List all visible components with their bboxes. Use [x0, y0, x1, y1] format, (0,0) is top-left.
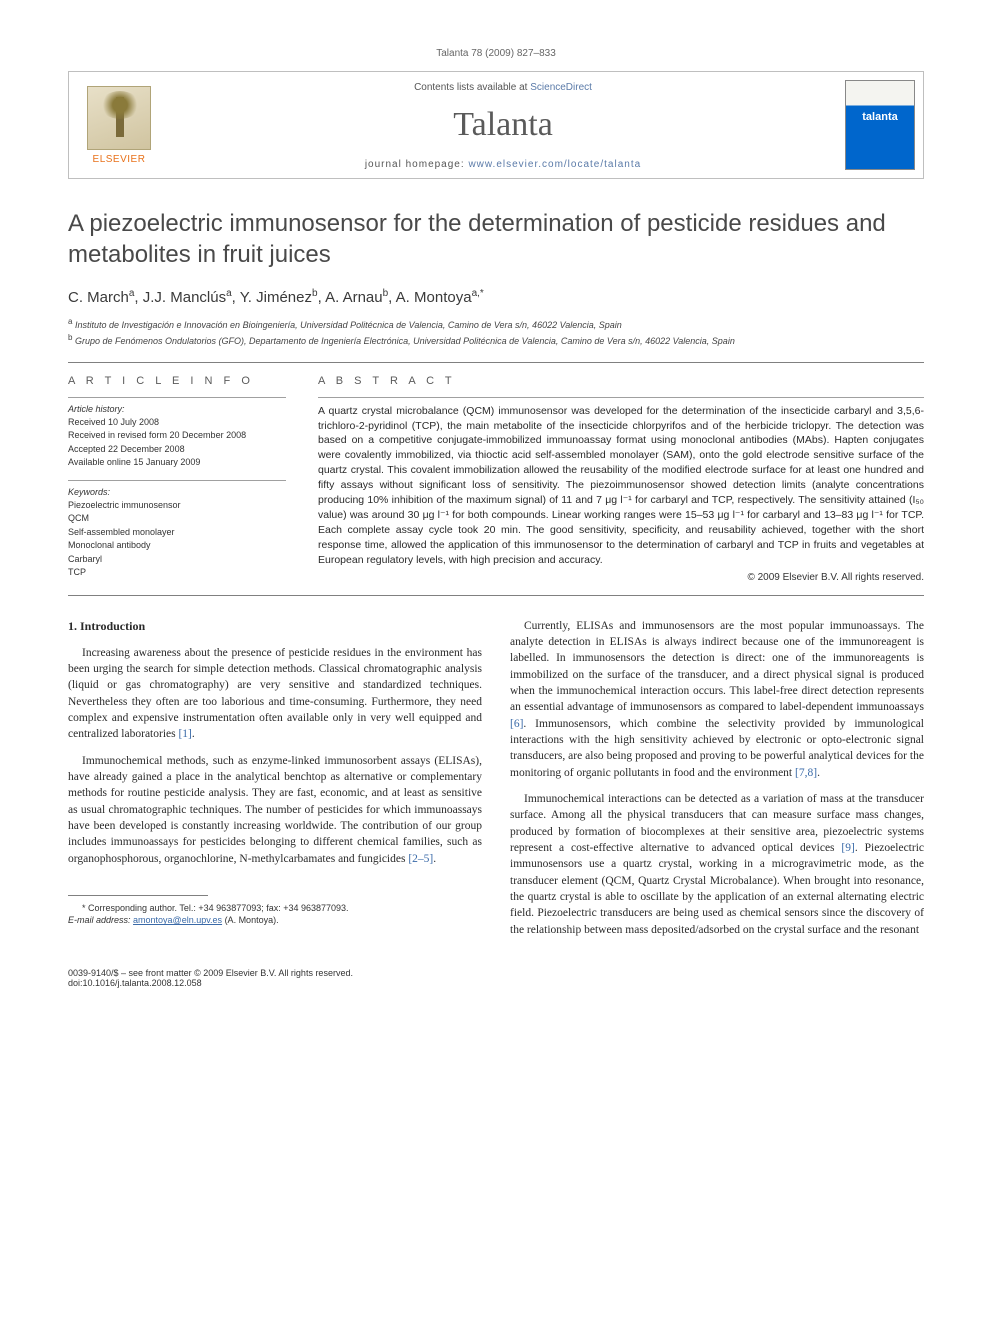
corr-line: * Corresponding author. Tel.: +34 963877… [82, 903, 349, 913]
masthead-center: Contents lists available at ScienceDirec… [169, 72, 837, 178]
abstract-rule [318, 397, 924, 398]
article-title: A piezoelectric immunosensor for the det… [68, 209, 924, 270]
section-heading: 1. Introduction [68, 618, 482, 635]
history-label: Article history: [68, 404, 286, 414]
homepage-prefix: journal homepage: [365, 159, 469, 170]
corr-email-link[interactable]: amontoya@eln.upv.es [133, 915, 222, 925]
body-paragraph: Immunochemical methods, such as enzyme-l… [68, 753, 482, 867]
publisher-logo-block: ELSEVIER [69, 72, 169, 178]
contents-prefix: Contents lists available at [414, 82, 530, 93]
footer-line1: 0039-9140/$ – see front matter © 2009 El… [68, 968, 353, 978]
email-suffix: (A. Montoya). [222, 915, 279, 925]
body-columns: 1. Introduction Increasing awareness abo… [68, 618, 924, 948]
body-left-column: 1. Introduction Increasing awareness abo… [68, 618, 482, 948]
keywords-label: Keywords: [68, 487, 286, 497]
sciencedirect-link[interactable]: ScienceDirect [530, 82, 592, 93]
article-info-column: A R T I C L E I N F O Article history: R… [68, 375, 286, 583]
body-right-column: Currently, ELISAs and immunosensors are … [510, 618, 924, 948]
body-paragraph: Increasing awareness about the presence … [68, 645, 482, 743]
footer-line2: doi:10.1016/j.talanta.2008.12.058 [68, 978, 202, 988]
body-paragraph: Currently, ELISAs and immunosensors are … [510, 618, 924, 781]
footer: 0039-9140/$ – see front matter © 2009 El… [68, 968, 924, 988]
divider-top [68, 362, 924, 363]
elsevier-tree-icon [87, 86, 151, 150]
masthead-right: talanta [837, 72, 923, 178]
publisher-label: ELSEVIER [93, 154, 146, 165]
divider-bottom [68, 595, 924, 596]
journal-cover-icon: talanta [845, 80, 915, 170]
info-abstract-row: A R T I C L E I N F O Article history: R… [68, 375, 924, 583]
article-info-heading: A R T I C L E I N F O [68, 375, 286, 387]
affiliations: a Instituto de Investigación e Innovació… [68, 316, 924, 347]
journal-name: Talanta [177, 106, 829, 144]
cover-title: talanta [846, 111, 914, 123]
abstract-copyright: © 2009 Elsevier B.V. All rights reserved… [318, 572, 924, 583]
abstract-text: A quartz crystal microbalance (QCM) immu… [318, 404, 924, 568]
history-lines: Received 10 July 2008Received in revised… [68, 416, 286, 470]
footnote-rule [68, 895, 208, 896]
running-head: Talanta 78 (2009) 827–833 [68, 48, 924, 59]
abstract-column: A B S T R A C T A quartz crystal microba… [318, 375, 924, 583]
info-rule-2 [68, 480, 286, 481]
authors-line: C. Marcha, J.J. Manclúsa, Y. Jiménezb, A… [68, 288, 924, 306]
contents-line: Contents lists available at ScienceDirec… [177, 82, 829, 93]
info-rule-1 [68, 397, 286, 398]
keywords-list: Piezoelectric immunosensorQCMSelf-assemb… [68, 499, 286, 580]
homepage-line: journal homepage: www.elsevier.com/locat… [177, 159, 829, 170]
abstract-heading: A B S T R A C T [318, 375, 924, 387]
email-label: E-mail address: [68, 915, 133, 925]
body-paragraph: Immunochemical interactions can be detec… [510, 791, 924, 938]
corresponding-author-footnote: * Corresponding author. Tel.: +34 963877… [68, 902, 482, 927]
homepage-link[interactable]: www.elsevier.com/locate/talanta [468, 159, 641, 170]
journal-masthead: ELSEVIER Contents lists available at Sci… [68, 71, 924, 179]
